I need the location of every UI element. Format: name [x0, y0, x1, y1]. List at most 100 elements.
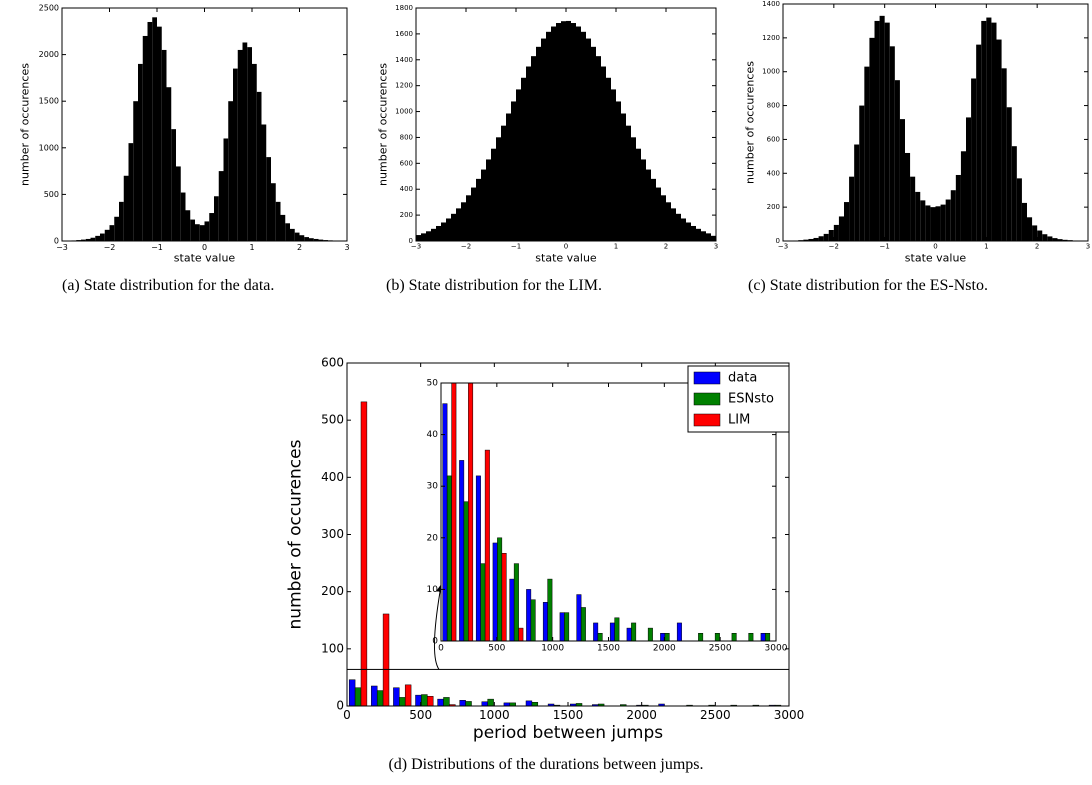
histogram-bar	[461, 202, 466, 241]
bar	[564, 612, 570, 641]
histogram-bar	[1027, 217, 1033, 241]
bar	[475, 475, 481, 641]
x-tick-label: 2500	[709, 644, 732, 654]
plot-frame	[61, 7, 348, 242]
histogram-bar	[996, 39, 1002, 241]
x-tick-label: −1	[880, 243, 890, 251]
histogram-bar	[486, 159, 491, 241]
histogram-bar	[1001, 68, 1007, 241]
histogram-bar	[142, 35, 148, 242]
y-tick-label: 1200	[395, 82, 413, 90]
histogram-bar	[546, 31, 551, 241]
x-tick-label: −2	[461, 243, 471, 251]
plot-frame	[782, 3, 1089, 242]
caption: (d) Distributions of the durations betwe…	[388, 756, 704, 773]
bar	[609, 622, 615, 641]
bar	[597, 633, 603, 641]
x-tick-label: −1	[151, 243, 163, 252]
bar	[631, 622, 637, 641]
histogram-bar	[1057, 239, 1063, 241]
x-tick-label: 2	[664, 243, 668, 251]
histogram-bar	[920, 200, 926, 241]
y-tick-label: 1500	[39, 97, 59, 106]
histogram-bar	[945, 199, 951, 241]
histogram-bar	[309, 238, 314, 241]
x-tick-label: 3	[714, 243, 718, 251]
histogram-bar	[313, 238, 319, 241]
caption: (a) State distribution for the data.	[62, 277, 275, 294]
bar	[698, 633, 704, 641]
histogram-bar	[1042, 234, 1048, 241]
bar	[509, 578, 515, 641]
histogram-bar	[511, 101, 516, 241]
y-tick-label: 1200	[762, 34, 780, 42]
histogram-bar	[701, 231, 706, 241]
bar	[348, 679, 356, 707]
x-tick-label: 3	[1086, 243, 1090, 251]
histogram-bar	[526, 66, 531, 242]
bar	[593, 622, 599, 641]
histogram-bar	[100, 233, 105, 241]
x-tick-label: 0	[933, 243, 937, 251]
y-tick-label: 400	[400, 185, 413, 193]
bar	[531, 702, 539, 707]
y-tick-label: 100	[321, 641, 344, 655]
y-tick-label: 30	[427, 482, 439, 492]
caption: (b) State distribution for the LIM.	[386, 277, 602, 294]
histogram-bar	[256, 91, 262, 241]
histogram-bar	[441, 222, 446, 241]
bar	[626, 627, 632, 641]
bar	[525, 700, 533, 707]
histogram-bar	[114, 216, 119, 241]
histogram-bar	[185, 210, 191, 241]
histogram-bar	[874, 20, 880, 241]
histogram-bar	[271, 183, 276, 241]
y-tick-label: 2000	[39, 50, 59, 59]
histogram-bar	[869, 37, 875, 241]
histogram-bar	[571, 23, 576, 241]
bar	[468, 383, 474, 641]
histogram-bar	[218, 171, 224, 241]
bar	[404, 684, 412, 707]
y-tick-label: 200	[321, 584, 344, 598]
x-tick-label: 0	[438, 644, 444, 654]
histogram-bar	[190, 219, 195, 241]
histogram-bar	[905, 152, 911, 241]
histogram-bar	[1021, 202, 1027, 241]
histogram-bar	[859, 105, 865, 241]
bar	[442, 403, 448, 641]
bar	[354, 687, 362, 707]
histogram-bar	[128, 143, 134, 241]
bar	[576, 594, 582, 641]
histogram-bar	[266, 157, 271, 241]
histogram-bar	[706, 233, 711, 241]
y-tick-label: 300	[321, 527, 344, 541]
bar	[760, 633, 766, 641]
bar	[451, 383, 457, 641]
legend-swatch	[693, 371, 721, 385]
y-tick-label: 400	[767, 169, 780, 177]
histogram-bar	[966, 117, 972, 241]
bar	[399, 697, 406, 707]
histogram-bar	[596, 56, 601, 241]
y-tick-label: 2500	[39, 4, 59, 13]
histogram-bar	[561, 21, 566, 241]
histogram-bar	[1047, 236, 1053, 241]
y-tick-label: 600	[767, 135, 780, 143]
bar	[530, 599, 536, 641]
x-tick-label: 2000	[653, 644, 676, 654]
histogram-bar	[275, 201, 281, 241]
x-tick-label: 2000	[626, 708, 657, 722]
histogram-bar	[536, 46, 541, 242]
histogram-bar	[199, 225, 205, 241]
histogram-bar	[285, 223, 290, 241]
bar	[518, 627, 524, 641]
y-tick-label: 1000	[39, 143, 59, 152]
histogram-bar	[576, 26, 581, 241]
histogram-bar	[899, 119, 905, 241]
histogram-bar	[808, 238, 814, 241]
histogram-bar	[466, 195, 471, 241]
y-tick-label: 1400	[762, 0, 780, 8]
histogram-bar	[940, 204, 946, 241]
histogram-bar	[166, 87, 172, 241]
